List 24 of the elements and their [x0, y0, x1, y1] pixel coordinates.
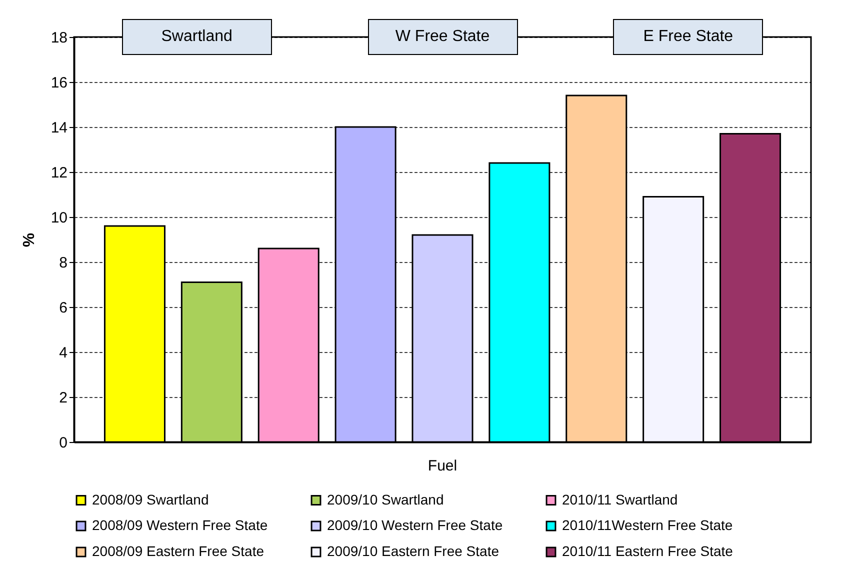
y-tick-label: 16 [50, 74, 68, 92]
legend-label: 2008/09 Western Free State [92, 517, 268, 533]
legend-label: 2009/10 Eastern Free State [327, 543, 500, 559]
label-box: E Free State [613, 19, 764, 55]
legend-label: 2009/10 Western Free State [327, 517, 503, 533]
legend-label: 2010/11Western Free State [562, 517, 733, 533]
legend-label: 2009/10 Swartland [327, 491, 444, 508]
y-tick-label: 12 [50, 164, 68, 182]
y-tick-label: 0 [59, 434, 68, 452]
legend-label: 2008/09 Eastern Free State [92, 543, 264, 559]
y-tick-label: 18 [50, 30, 68, 46]
y-tick-label: 14 [50, 120, 68, 136]
label-box: Swartland [122, 19, 272, 55]
legend-label: 2010/11 Swartland [562, 491, 678, 508]
y-tick-label: 10 [50, 210, 68, 226]
y-tick-label: 6 [59, 300, 68, 316]
legend-label: 2008/09 Swartland [92, 491, 209, 508]
y-tick-label: 4 [59, 344, 68, 362]
legend-label: 2010/11 Eastern Free State [562, 543, 734, 559]
y-tick-label: 8 [59, 254, 68, 272]
y-tick-label: 2 [59, 390, 68, 406]
label-box: W Free State [368, 19, 518, 55]
y-axis-title: % [20, 232, 38, 248]
x-tick-label: Fuel [428, 458, 458, 474]
